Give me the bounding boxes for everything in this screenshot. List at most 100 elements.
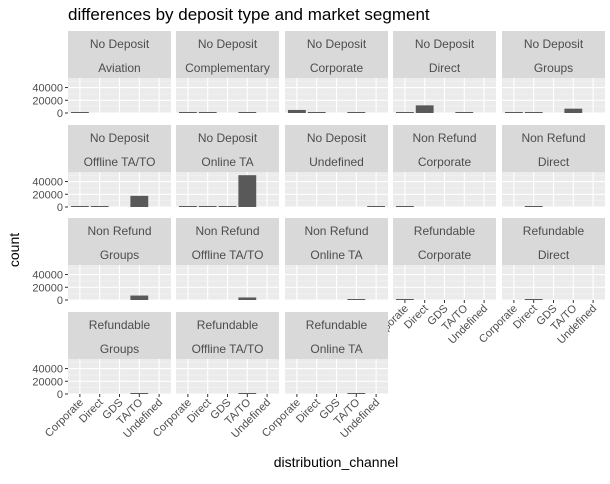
y-tick-label: 40000 (32, 177, 63, 189)
facet-panel: No Deposit Direct (393, 31, 496, 114)
facet-strip (502, 125, 605, 172)
facet-strip (285, 312, 388, 359)
y-tick-label: 20000 (32, 95, 63, 107)
facet-panel: No Deposit Undefined (285, 125, 388, 208)
facet-panel: RefundableCorporateCorporateDirectGDSTA/… (368, 218, 496, 347)
strip-label-market-segment: Groups (534, 61, 573, 75)
bar (287, 109, 306, 113)
bar (198, 112, 217, 113)
facet-strip (393, 125, 496, 172)
facet-strip (176, 312, 279, 359)
facet-panel: RefundableGroups02000040000CorporateDire… (32, 312, 171, 441)
bar (347, 112, 366, 113)
strip-label-deposit-type: Refundable (523, 224, 585, 238)
bar (130, 393, 149, 394)
bar (524, 206, 543, 207)
facet-panel: Non Refund Direct (502, 125, 605, 208)
facet-strip (393, 31, 496, 78)
facet-panel: No Deposit Groups (502, 31, 605, 114)
bar (347, 393, 366, 394)
strip-label-deposit-type: Refundable (89, 318, 151, 332)
y-tick-label: 20000 (32, 282, 63, 294)
strip-label-market-segment: Corporate (418, 248, 472, 262)
strip-label-market-segment: Corporate (418, 155, 472, 169)
bar (395, 299, 414, 300)
strip-label-deposit-type: Non Refund (412, 131, 476, 145)
strip-label-market-segment: Online TA (201, 155, 253, 169)
strip-label-deposit-type: No Deposit (524, 37, 584, 51)
strip-label-deposit-type: Refundable (414, 224, 476, 238)
bar (367, 206, 386, 207)
bar (238, 175, 257, 207)
strip-label-deposit-type: Non Refund (195, 224, 259, 238)
strip-label-deposit-type: Refundable (197, 318, 259, 332)
bar (455, 112, 474, 113)
bar (90, 206, 109, 207)
bar (307, 112, 326, 113)
y-tick-label: 0 (57, 295, 63, 307)
bar (524, 299, 543, 300)
facet-strip (68, 125, 171, 172)
bar (524, 112, 543, 113)
bar (504, 112, 523, 113)
bar (415, 105, 434, 113)
facet-strip (502, 218, 605, 265)
y-tick-label: 40000 (32, 270, 63, 282)
strip-label-market-segment: Direct (429, 61, 461, 75)
y-tick-label: 0 (57, 202, 63, 214)
bar (347, 299, 366, 300)
facet-strip (176, 31, 279, 78)
facet-strip (502, 31, 605, 78)
strip-label-deposit-type: Non Refund (304, 224, 368, 238)
strip-label-deposit-type: No Deposit (198, 131, 258, 145)
y-tick-label: 40000 (32, 364, 63, 376)
strip-label-market-segment: Direct (538, 155, 570, 169)
strip-label-market-segment: Offline TA/TO (84, 155, 156, 169)
strip-label-market-segment: Undefined (309, 155, 364, 169)
y-tick-label: 0 (57, 108, 63, 120)
bar (395, 112, 414, 113)
facet-strip (285, 125, 388, 172)
y-axis-label: count (6, 233, 22, 267)
bar (70, 112, 89, 113)
strip-label-deposit-type: Non Refund (521, 131, 585, 145)
bar (238, 297, 257, 300)
y-tick-label: 20000 (32, 189, 63, 201)
strip-label-deposit-type: No Deposit (90, 131, 150, 145)
x-axis-label: distribution_channel (274, 454, 399, 470)
y-tick-label: 20000 (32, 376, 63, 388)
chart-title: differences by deposit type and market s… (68, 5, 430, 24)
strip-label-market-segment: Online TA (310, 248, 362, 262)
strip-label-market-segment: Groups (100, 248, 139, 262)
strip-label-deposit-type: No Deposit (307, 131, 367, 145)
facet-strip (68, 312, 171, 359)
facet-panel: Non Refund Online TA (285, 218, 388, 301)
bar (564, 108, 583, 113)
y-tick-label: 40000 (32, 83, 63, 95)
strip-label-market-segment: Complementary (185, 61, 270, 75)
bar (218, 206, 237, 207)
facet-panel: No Deposit Complementary (176, 31, 279, 114)
strip-label-deposit-type: No Deposit (198, 37, 258, 51)
strip-label-deposit-type: No Deposit (415, 37, 475, 51)
bar (238, 393, 257, 394)
facet-panel: RefundableDirectCorporateDirectGDSTA/TOU… (477, 218, 605, 347)
bar (198, 206, 217, 207)
bar (395, 206, 414, 207)
strip-label-market-segment: Groups (100, 342, 139, 356)
facet-panel: Non Refund Corporate (393, 125, 496, 208)
y-tick-label: 0 (57, 389, 63, 401)
facet-strip (285, 218, 388, 265)
facet-panel: No Deposit Online TA (176, 125, 279, 208)
strip-label-deposit-type: No Deposit (307, 37, 367, 51)
facet-strip (68, 31, 171, 78)
facet-strip (176, 125, 279, 172)
bar (130, 295, 149, 300)
